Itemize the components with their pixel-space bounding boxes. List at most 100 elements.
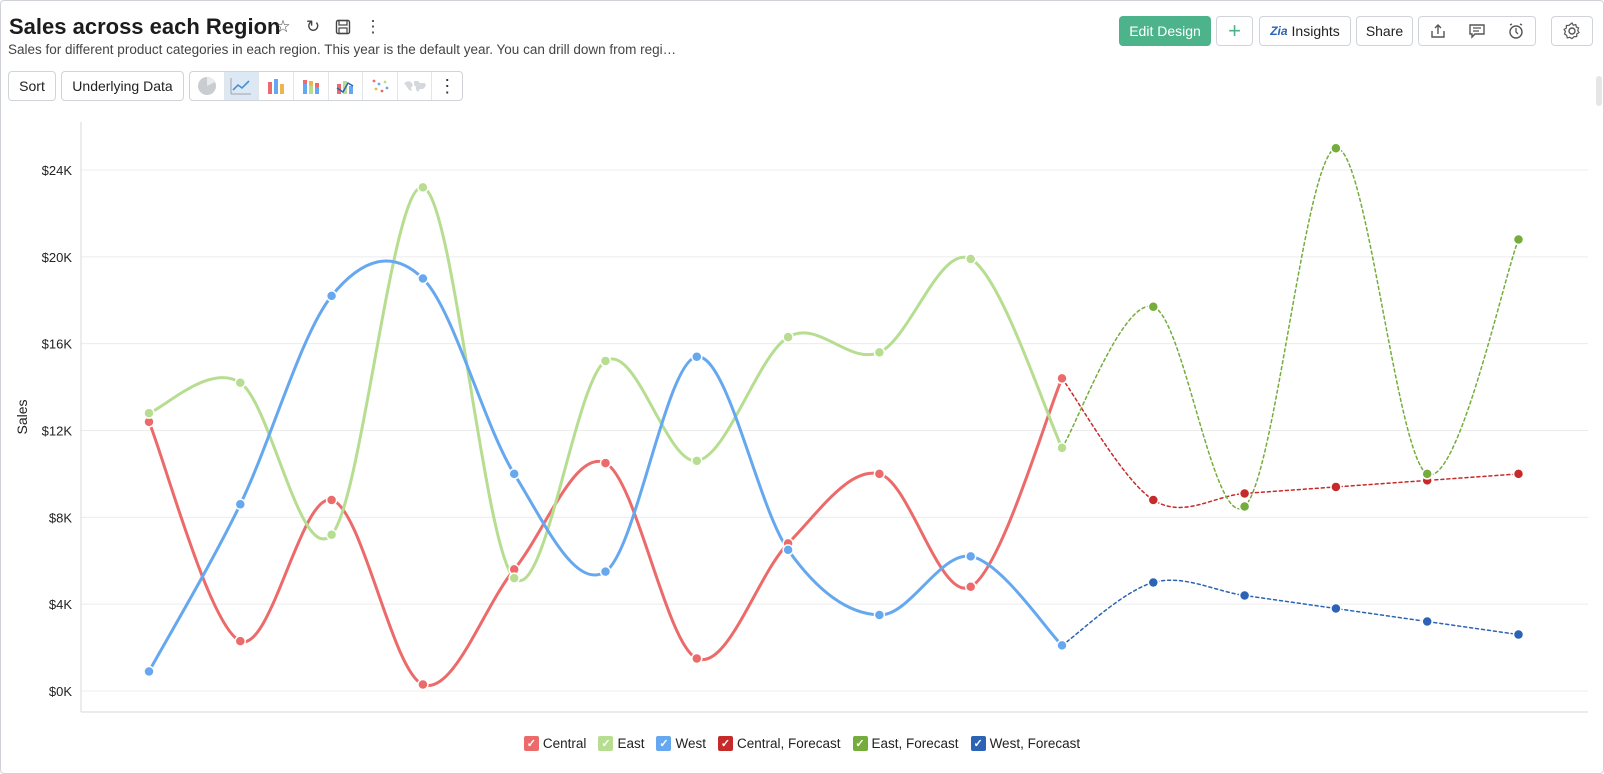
data-point-east[interactable] [508, 572, 520, 584]
refresh-icon[interactable]: ↻ [305, 17, 321, 36]
more-vertical-icon[interactable]: ⋮ [364, 17, 382, 36]
save-icon[interactable] [334, 18, 352, 36]
data-point-west-forecast[interactable] [1421, 615, 1433, 628]
data-point-east[interactable] [873, 346, 886, 359]
y-tick-label: $24K [42, 163, 73, 178]
data-point-west[interactable] [964, 550, 977, 563]
insights-button[interactable]: Zia Insights [1259, 16, 1351, 46]
legend-label: Central, Forecast [736, 736, 841, 751]
legend-item-west[interactable]: ✓ West [656, 736, 706, 751]
data-point-east[interactable] [691, 455, 703, 467]
data-point-east[interactable] [143, 407, 155, 419]
legend-item-east-forecast[interactable]: ✓ East, Forecast [852, 736, 959, 751]
data-point-east-forecast[interactable] [1512, 233, 1525, 246]
checkbox-icon: ✓ [523, 736, 539, 751]
checkbox-icon: ✓ [970, 736, 986, 751]
page-title: Sales across each Region [9, 14, 281, 39]
data-point-west-forecast[interactable] [1147, 576, 1160, 589]
y-tick-label: $8K [49, 510, 72, 525]
data-point-west[interactable] [508, 468, 520, 480]
alarm-button[interactable] [1496, 16, 1536, 46]
data-point-central[interactable] [325, 494, 338, 506]
more-vertical-icon[interactable]: ⋮ [438, 75, 457, 96]
data-point-east-forecast[interactable] [1421, 468, 1433, 480]
data-point-west[interactable] [325, 290, 338, 302]
scrollbar-handle[interactable] [1596, 76, 1602, 106]
data-point-west[interactable] [782, 544, 794, 556]
legend-item-central-forecast[interactable]: ✓ Central, Forecast [717, 736, 841, 751]
star-icon[interactable]: ☆ [275, 17, 291, 36]
data-point-central[interactable] [417, 678, 429, 691]
data-point-west[interactable] [143, 665, 155, 678]
data-point-west[interactable] [417, 272, 429, 285]
data-point-central-forecast[interactable] [1512, 468, 1525, 480]
data-point-central[interactable] [873, 468, 886, 480]
map-icon[interactable] [398, 72, 433, 100]
add-button[interactable]: + [1216, 16, 1253, 46]
checkbox-icon: ✓ [717, 736, 733, 751]
data-point-east[interactable] [964, 253, 977, 265]
series-line-central[interactable] [147, 376, 1064, 687]
underlying-data-button[interactable]: Underlying Data [61, 71, 184, 101]
legend-label: Central [542, 736, 587, 751]
data-point-west[interactable] [873, 609, 886, 621]
data-point-east[interactable] [599, 355, 612, 367]
settings-button[interactable] [1551, 16, 1593, 46]
data-point-east-forecast[interactable] [1147, 301, 1160, 313]
data-point-west-forecast[interactable] [1238, 589, 1251, 602]
y-tick-label: $0K [49, 684, 72, 699]
comment-button[interactable] [1457, 16, 1497, 46]
legend-item-west-forecast[interactable]: ✓ West, Forecast [970, 736, 1081, 751]
data-point-central-forecast[interactable] [1147, 494, 1160, 506]
data-point-west[interactable] [691, 350, 703, 363]
line-chart-icon[interactable] [224, 72, 260, 100]
gear-icon [1563, 22, 1580, 40]
y-tick-label: $4K [49, 597, 72, 612]
data-point-west-forecast[interactable] [1512, 628, 1525, 641]
data-point-east[interactable] [417, 181, 429, 194]
data-point-east[interactable] [1056, 442, 1068, 454]
legend-label: West, Forecast [989, 736, 1081, 751]
sort-button[interactable]: Sort [8, 71, 56, 101]
data-point-central[interactable] [599, 457, 612, 469]
zia-icon: Zia [1270, 24, 1288, 38]
data-point-central[interactable] [1056, 372, 1068, 385]
pie-chart-icon[interactable] [190, 72, 225, 100]
data-point-west[interactable] [1056, 639, 1068, 652]
legend-item-central[interactable]: ✓ Central [523, 736, 587, 751]
scatter-icon[interactable] [363, 72, 398, 100]
data-point-east[interactable] [234, 376, 247, 389]
data-point-central[interactable] [964, 581, 977, 593]
data-point-central-forecast[interactable] [1330, 481, 1342, 493]
alarm-icon [1508, 23, 1523, 39]
chart-type-switcher: ⋮ [189, 71, 463, 101]
legend-label: West [675, 736, 706, 751]
legend-item-east[interactable]: ✓ East [598, 736, 644, 751]
series-line-east[interactable] [147, 185, 1064, 583]
export-icon [1431, 24, 1445, 38]
bar-chart-icon[interactable] [259, 72, 294, 100]
title-icon-group: ☆ ↻ ⋮ [274, 17, 382, 36]
share-button[interactable]: Share [1356, 16, 1413, 46]
stacked-bar-icon[interactable] [294, 72, 329, 100]
series-line-east-forecast[interactable] [1061, 147, 1520, 510]
series-line-west-forecast[interactable] [1061, 579, 1520, 647]
comment-icon [1468, 24, 1485, 39]
data-point-west-forecast[interactable] [1330, 602, 1342, 615]
data-point-west[interactable] [599, 565, 612, 578]
combo-chart-icon[interactable] [329, 72, 364, 100]
data-point-central[interactable] [691, 652, 703, 665]
data-point-east-forecast[interactable] [1238, 500, 1251, 513]
series-line-central-forecast[interactable] [1061, 377, 1520, 509]
export-button[interactable] [1418, 16, 1458, 46]
data-point-west[interactable] [234, 498, 247, 511]
data-point-east-forecast[interactable] [1330, 142, 1342, 155]
data-point-east[interactable] [782, 331, 794, 343]
data-point-central-forecast[interactable] [1238, 487, 1251, 500]
data-point-east[interactable] [325, 528, 338, 541]
y-tick-label: $16K [42, 337, 73, 352]
insights-label: Insights [1291, 23, 1340, 39]
edit-design-button[interactable]: Edit Design [1119, 16, 1211, 46]
data-point-central[interactable] [234, 635, 247, 647]
